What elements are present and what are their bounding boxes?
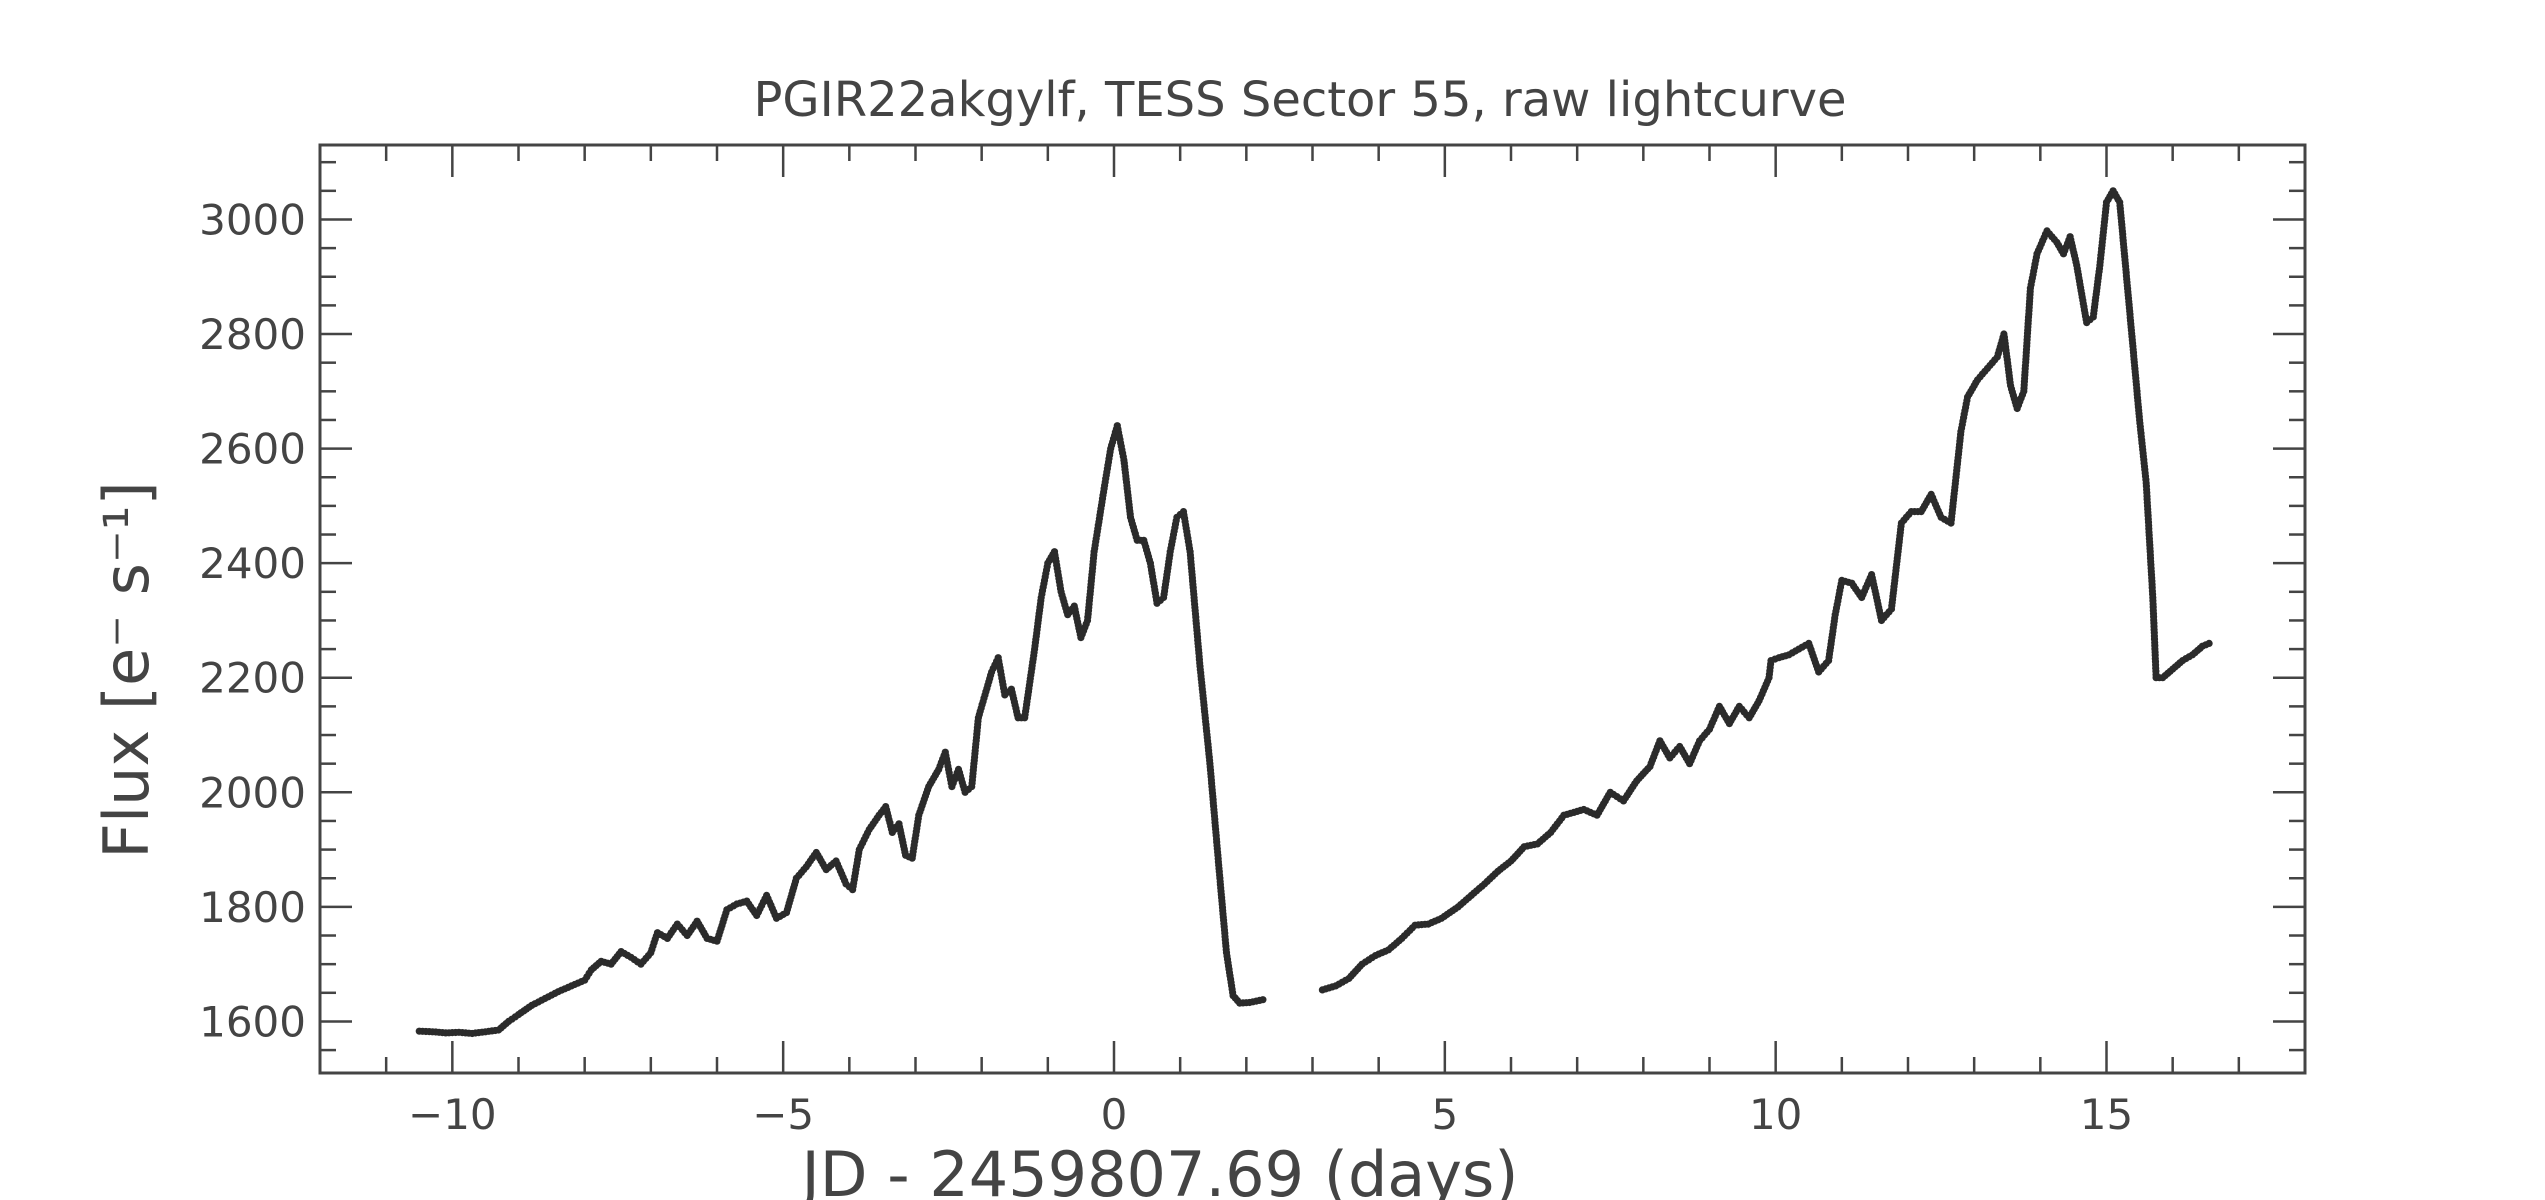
plot-frame xyxy=(318,143,2307,1075)
y-tick-label: 1800 xyxy=(199,883,306,932)
x-tick-label: −10 xyxy=(408,1090,497,1139)
x-tick-label: 0 xyxy=(1101,1090,1128,1139)
ticks-layer xyxy=(318,145,2307,1073)
y-axis-label: Flux [e⁻ s⁻¹] xyxy=(90,481,163,858)
x-tick-label: −5 xyxy=(752,1090,814,1139)
x-tick-label: 10 xyxy=(1749,1090,1802,1139)
x-axis-label: JD - 2459807.69 (days) xyxy=(798,1138,1519,1200)
y-tick-labels: 1600 1800 2000 2200 2400 2600 2800 3000 xyxy=(199,195,306,1046)
y-tick-label: 1600 xyxy=(199,997,306,1046)
y-tick-label: 2600 xyxy=(199,425,306,474)
x-tick-labels: −10 −5 0 5 10 15 xyxy=(408,1090,2133,1139)
y-tick-label: 2400 xyxy=(199,539,306,588)
y-tick-label: 2800 xyxy=(199,310,306,359)
y-tick-label: 3000 xyxy=(199,195,306,244)
y-tick-label: 2000 xyxy=(199,768,306,817)
data-point xyxy=(2205,639,2213,648)
y-tick-label: 2200 xyxy=(199,654,306,703)
chart-title: PGIR22akgylf, TESS Sector 55, raw lightc… xyxy=(753,72,1846,128)
data-point xyxy=(1259,996,1267,1004)
x-tick-label: 5 xyxy=(1431,1090,1458,1139)
x-tick-label: 15 xyxy=(2080,1090,2133,1139)
data-points xyxy=(415,187,2213,1038)
